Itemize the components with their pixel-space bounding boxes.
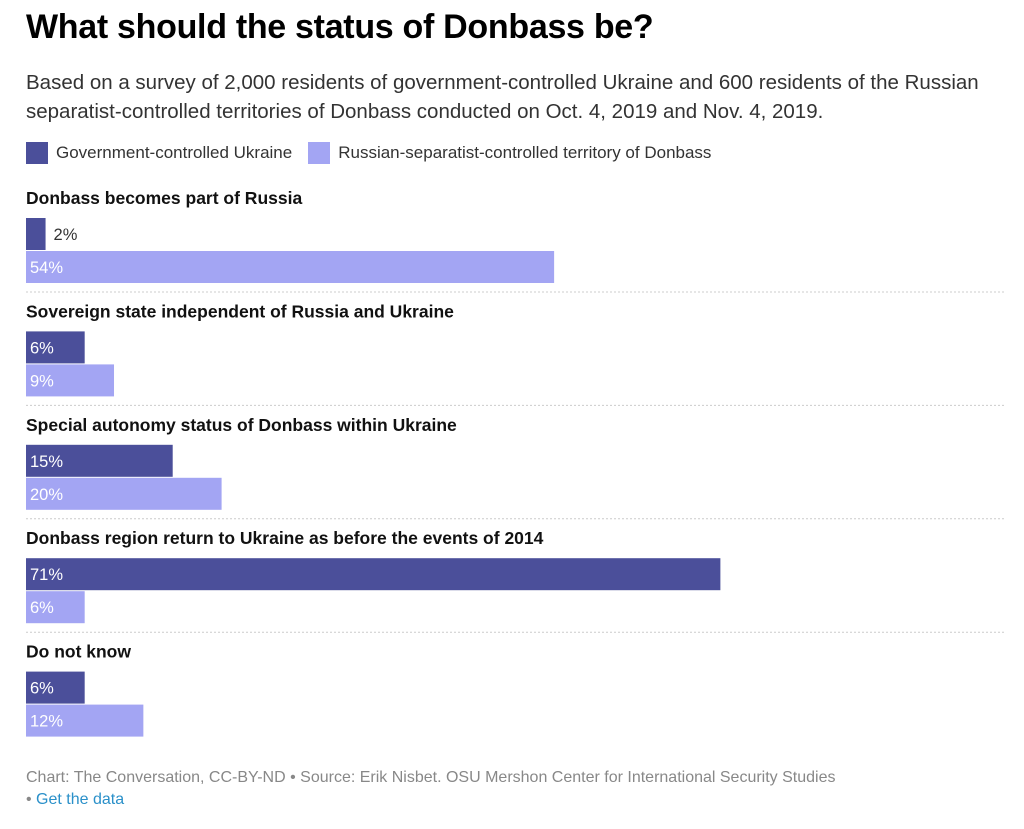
category-label: Sovereign state independent of Russia an… xyxy=(26,301,454,321)
bar-separatist xyxy=(26,364,115,397)
legend-swatch-government xyxy=(26,142,48,164)
legend-label-government: Government-controlled Ukraine xyxy=(56,143,293,162)
data-label-government: 15% xyxy=(30,453,63,471)
category-label: Donbass region return to Ukraine as befo… xyxy=(26,528,544,548)
data-label-government: 2% xyxy=(54,226,78,244)
data-label-separatist: 12% xyxy=(30,713,63,731)
legend-label-separatist: Russian-separatist-controlled territory … xyxy=(338,143,712,162)
get-the-data-link[interactable]: Get the data xyxy=(36,791,125,808)
data-label-separatist: 20% xyxy=(30,486,63,504)
category-label: Donbass becomes part of Russia xyxy=(26,188,302,208)
bar-separatist xyxy=(26,477,222,510)
legend-swatch-separatist xyxy=(308,142,331,164)
bar-separatist xyxy=(26,251,555,283)
legend: Government-controlled Ukraine Russian-se… xyxy=(26,142,727,164)
source-note: Chart: The Conversation, CC-BY-ND • Sour… xyxy=(26,767,1006,811)
bar-government xyxy=(26,331,85,364)
data-label-government: 6% xyxy=(30,339,54,357)
legend-item-separatist: Russian-separatist-controlled territory … xyxy=(308,142,711,164)
chart-title: What should the status of Donbass be? xyxy=(26,8,654,46)
data-label-government: 71% xyxy=(30,566,63,584)
bar-government xyxy=(26,558,721,591)
bar-chart-plot: Donbass becomes part of Russia 2% 54% Sover… xyxy=(26,188,1004,737)
data-label-separatist: 6% xyxy=(30,599,54,617)
bar-government xyxy=(26,444,173,477)
data-label-separatist: 9% xyxy=(30,372,54,390)
bar-government xyxy=(26,218,46,250)
bar-government xyxy=(26,671,85,704)
source-text: Chart: The Conversation, CC-BY-ND • Sour… xyxy=(26,769,836,786)
legend-item-government: Government-controlled Ukraine xyxy=(26,142,292,164)
bar-separatist xyxy=(26,591,85,624)
data-label-separatist: 54% xyxy=(30,259,63,277)
source-bullet: • xyxy=(26,791,37,808)
category-label: Do not know xyxy=(26,642,131,662)
bar-separatist xyxy=(26,704,144,737)
data-label-government: 6% xyxy=(30,680,54,698)
chart-subtitle: Based on a survey of 2,000 residents of … xyxy=(26,71,979,123)
category-label: Special autonomy status of Donbass withi… xyxy=(26,415,457,435)
